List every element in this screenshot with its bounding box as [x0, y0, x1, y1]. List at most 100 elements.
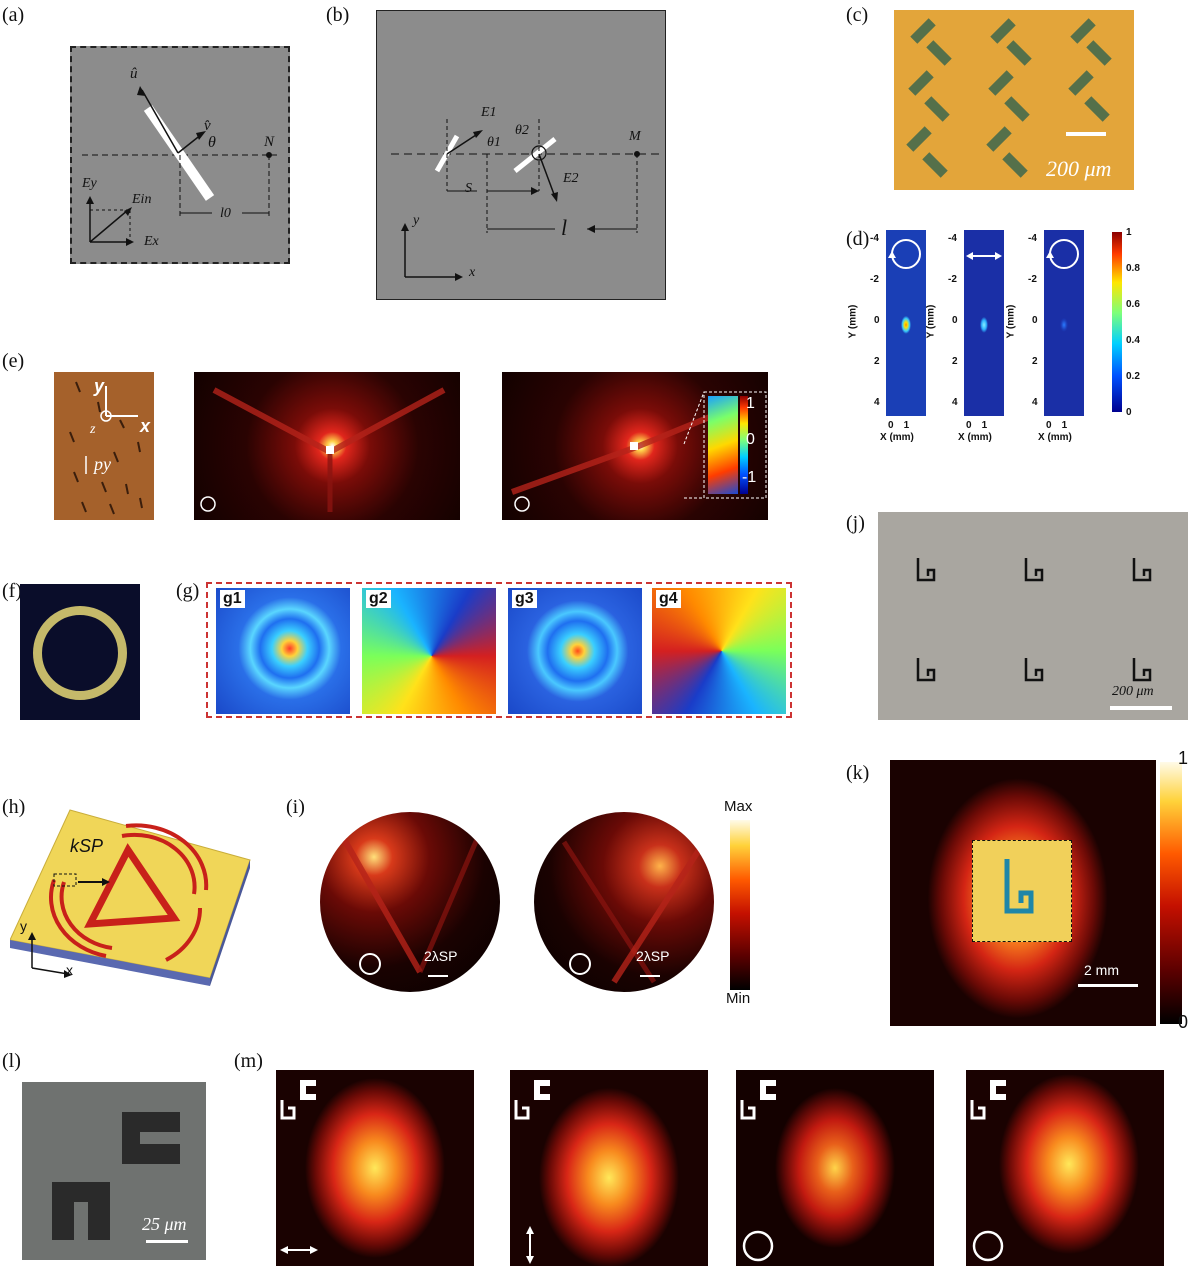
g2-label: g2: [366, 590, 391, 608]
l-split-rings: [52, 1112, 188, 1243]
panel-label-i: (i): [286, 796, 305, 818]
i-lambda-left: 2λSP: [424, 948, 458, 964]
panel-label-c: (c): [846, 4, 869, 26]
g1-map: [216, 588, 350, 714]
e-z-label: z: [90, 422, 96, 437]
panel-label-f: (f): [2, 580, 22, 602]
focusing-pattern-2: [510, 391, 767, 512]
panel-d-colorbar: [1112, 232, 1122, 412]
panel-label-a: (a): [2, 4, 25, 26]
i-min-label: Min: [726, 990, 751, 1007]
phase-inset: [708, 396, 738, 494]
field-map-3: [1044, 230, 1084, 416]
panel-i-disc-1: 2λSP: [320, 812, 500, 992]
x-axis-label-1: X (mm): [880, 432, 914, 443]
m-map-4: [966, 1070, 1164, 1266]
y-axis-label: y: [413, 213, 420, 228]
spiral-ring: [33, 606, 127, 700]
Ein-label: Ein: [132, 192, 152, 207]
m-overlay-2: [514, 1080, 550, 1264]
g4-map: [652, 588, 786, 714]
h-x-label: x: [66, 962, 73, 978]
panel-b-svg: [391, 119, 659, 281]
metasurface-pattern: [906, 18, 1112, 178]
y-ticks-1: -4 -2 0 2 4: [870, 233, 880, 408]
y-ticks-2: -4 -2 0 2 4: [948, 233, 958, 408]
panel-e-slits: [69, 381, 143, 515]
panel-e-colorbar-ticks: 1 0 -1: [742, 395, 757, 486]
panel-label-h: (h): [2, 796, 26, 818]
e-py-label: py: [94, 454, 111, 474]
e-x-label: x: [140, 416, 151, 436]
m-map-2: [510, 1070, 708, 1266]
m-map-1: [276, 1070, 474, 1266]
g1-label: g1: [220, 590, 245, 608]
x-axis-label-3: X (mm): [1038, 432, 1072, 443]
x-axis-label-2: X (mm): [958, 432, 992, 443]
g3-map: [508, 588, 642, 714]
panel-e-map-2: 1 0 -1: [502, 372, 768, 520]
panel-c-scale-label: 200 μm: [1046, 156, 1112, 181]
x-axis-label: x: [469, 265, 476, 280]
l0-label: l0: [220, 206, 231, 221]
panel-j-grid: 200 μm: [878, 512, 1188, 720]
i-lambda-right: 2λSP: [636, 948, 670, 964]
m-overlay-1: [280, 1080, 318, 1254]
k-sp-label: kSP: [70, 836, 104, 856]
j-scale-label: 200 μm: [1112, 684, 1154, 699]
field-map-1: [886, 230, 926, 416]
E2-label: E2: [563, 171, 579, 186]
focusing-pattern-1: [200, 387, 446, 512]
e-y-label: y: [94, 376, 105, 396]
panel-a-svg: [82, 86, 277, 246]
panel-label-e: (e): [2, 350, 25, 372]
k-top-label: 1: [1178, 748, 1189, 768]
k-scale-label: 2 mm: [1084, 962, 1119, 978]
k-bottom-label: 0: [1178, 1012, 1189, 1032]
theta2-label: θ2: [515, 123, 529, 138]
panel-e-map-1: [194, 372, 460, 520]
k-resonator-icon: [1004, 859, 1034, 914]
l-scale-label: 25 μm: [142, 1214, 187, 1234]
l-label: l: [561, 215, 568, 240]
Ex-label: Ex: [144, 234, 159, 249]
i-interference-1: [337, 830, 483, 977]
panel-l-sem: 25 μm: [22, 1082, 206, 1260]
panel-d-colorbar-ticks: 1 0.8 0.6 0.4 0.2 0: [1126, 227, 1140, 418]
M-label: M: [629, 129, 641, 144]
k-scalebar: [1078, 984, 1138, 987]
m-overlay-3: [740, 1080, 776, 1262]
i-interference-2: [561, 840, 707, 984]
panel-d-group: -4 -2 0 2 4 -4 -2 0 2 4 -4 -2 0 2 4 Y (m…: [847, 227, 1150, 448]
v-hat-label: v̂: [204, 118, 211, 134]
panel-h-device: [10, 809, 251, 986]
panel-label-d: (d): [846, 228, 870, 250]
i-max-label: Max: [724, 798, 753, 815]
panel-g-frame: [206, 582, 792, 718]
panel-label-b: (b): [326, 4, 350, 26]
panel-i-colorbar: [730, 820, 750, 990]
circular-pol-icon: [1046, 239, 1079, 269]
Ey-label: Ey: [82, 176, 97, 191]
panel-label-m: (m): [234, 1050, 263, 1072]
g3-label: g3: [512, 590, 537, 608]
theta1-label: θ1: [487, 135, 501, 150]
panel-e-sample: y x z py: [54, 372, 154, 520]
circular-pol-icon: [888, 239, 921, 269]
panel-label-g: (g): [176, 580, 200, 602]
panel-b-diagram: E1 θ1 θ2 E2 M S l y x: [376, 10, 666, 300]
theta-label: θ: [208, 134, 216, 151]
y-axis-label-3: Y (mm): [1005, 304, 1017, 339]
h-y-label: y: [20, 918, 27, 934]
field-map-2: [964, 230, 1004, 416]
panel-label-j: (j): [846, 512, 865, 534]
u-hat-label: û: [130, 66, 138, 82]
panel-label-l: (l): [2, 1050, 21, 1072]
panel-i-disc-2: 2λSP: [534, 812, 714, 992]
m-overlay-4: [970, 1080, 1006, 1262]
panel-label-k: (k): [846, 762, 870, 784]
linear-pol-icon: [966, 252, 1002, 260]
